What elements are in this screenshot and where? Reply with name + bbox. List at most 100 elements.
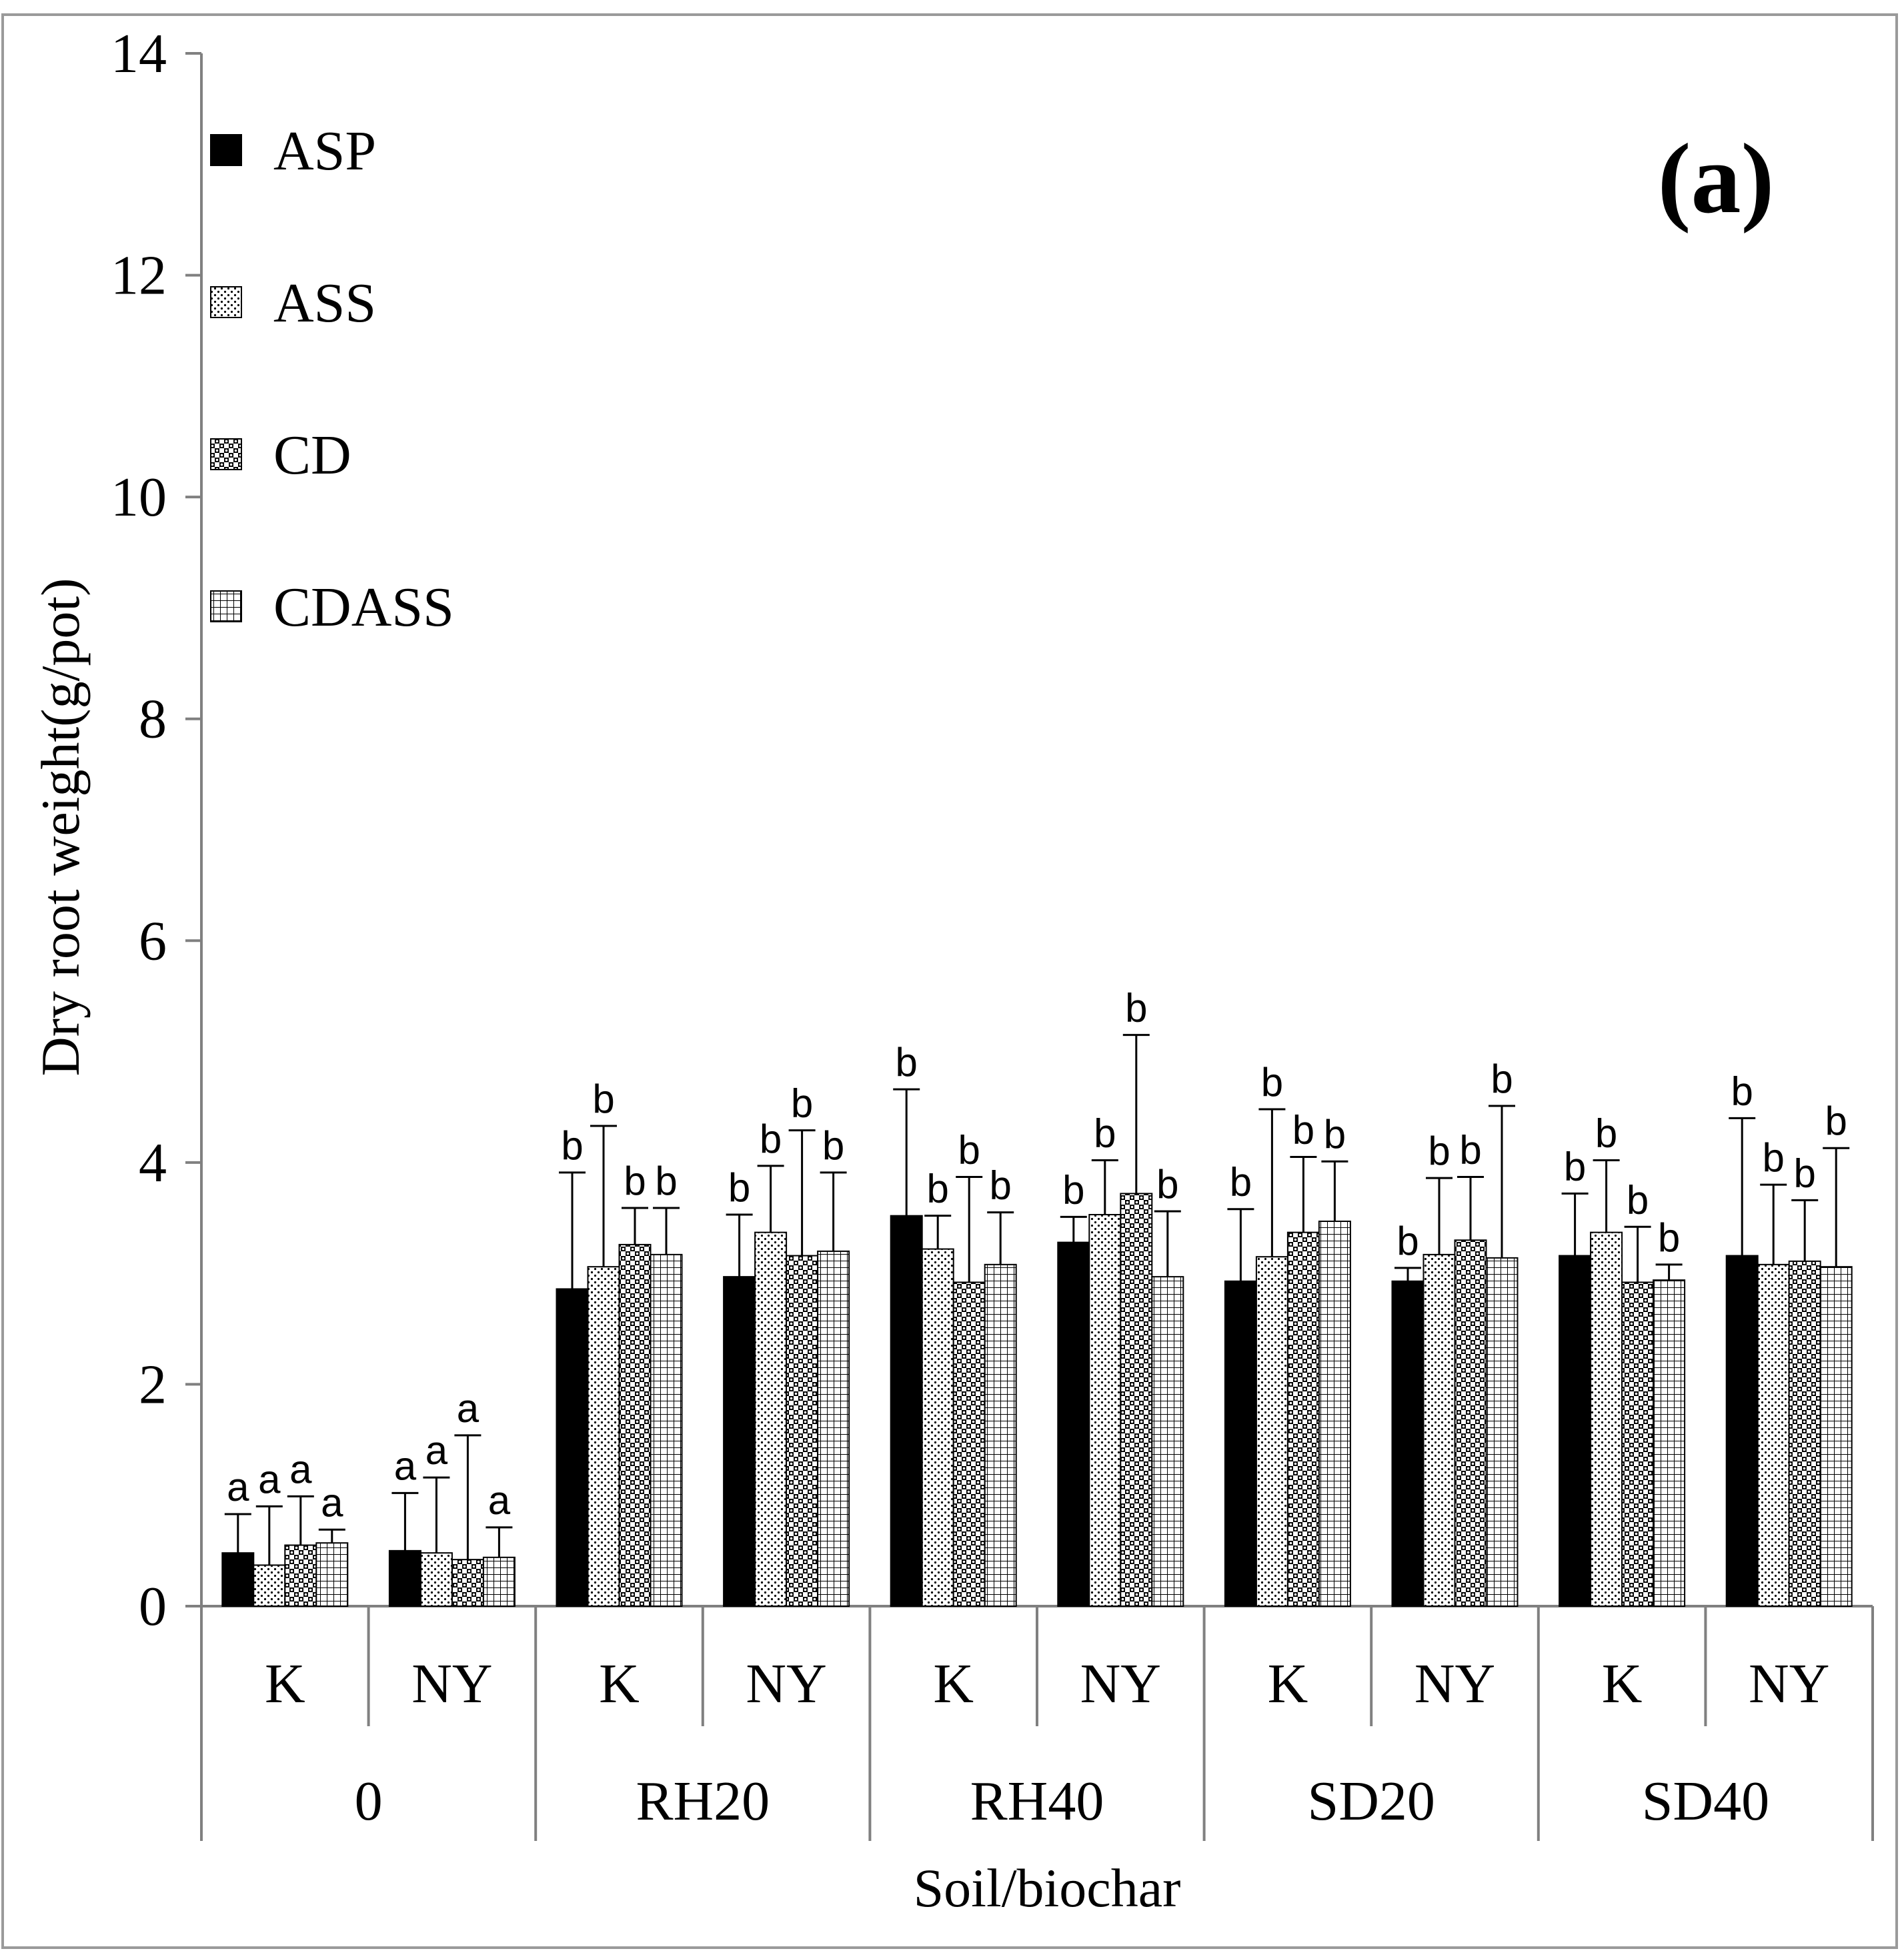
bar-cd bbox=[952, 1281, 986, 1607]
group-label: RH20 bbox=[636, 1770, 770, 1832]
significance-letter: a bbox=[488, 1478, 511, 1523]
significance-letter: b bbox=[1230, 1160, 1252, 1205]
bar-asp bbox=[221, 1552, 255, 1607]
legend-swatch-ass bbox=[210, 286, 242, 318]
group-label: SD20 bbox=[1308, 1770, 1435, 1832]
category-label: K bbox=[599, 1653, 640, 1715]
bar-cdass bbox=[482, 1556, 516, 1607]
bar-asp bbox=[556, 1288, 589, 1607]
significance-letter: b bbox=[990, 1163, 1012, 1208]
category-label: NY bbox=[1749, 1653, 1829, 1715]
bar-ass bbox=[754, 1231, 788, 1607]
significance-letter: b bbox=[1794, 1151, 1816, 1195]
significance-letter: b bbox=[1627, 1177, 1649, 1222]
y-tick-label: 2 bbox=[139, 1353, 167, 1415]
significance-letter: b bbox=[1094, 1111, 1116, 1156]
significance-letter: b bbox=[1292, 1108, 1314, 1153]
category-label: NY bbox=[1080, 1653, 1161, 1715]
bar-cdass bbox=[1318, 1220, 1351, 1607]
bar-cd bbox=[284, 1544, 317, 1607]
significance-letter: b bbox=[791, 1081, 813, 1126]
significance-letter: b bbox=[1763, 1135, 1785, 1180]
significance-letter: b bbox=[958, 1127, 980, 1172]
significance-letter: b bbox=[655, 1159, 677, 1203]
bar-cdass bbox=[817, 1250, 850, 1607]
significance-letter: a bbox=[258, 1457, 281, 1501]
y-tick-label: 12 bbox=[111, 245, 167, 307]
significance-letter: b bbox=[1396, 1219, 1418, 1263]
bar-cdass bbox=[650, 1253, 683, 1607]
category-label: K bbox=[1602, 1653, 1643, 1715]
y-tick-label: 6 bbox=[139, 910, 167, 972]
bar-cd bbox=[1286, 1231, 1320, 1607]
axes: 0 2 4 6 8 10 12 14 bbox=[111, 23, 1873, 1638]
legend-label: ASP bbox=[273, 120, 376, 182]
x-axis-title: Soil/biochar bbox=[914, 1858, 1181, 1918]
y-axis-title: Dry root weight(g/pot) bbox=[30, 578, 91, 1077]
bar-ass bbox=[921, 1248, 954, 1607]
significance-letter: b bbox=[760, 1117, 782, 1161]
bar-asp bbox=[1559, 1255, 1592, 1607]
bar-ass bbox=[1255, 1256, 1288, 1607]
significance-letter: a bbox=[394, 1443, 417, 1488]
significance-letter: a bbox=[227, 1465, 249, 1509]
y-tick-label: 8 bbox=[139, 688, 167, 750]
significance-letter: a bbox=[457, 1386, 480, 1431]
significance-letter: b bbox=[592, 1077, 614, 1121]
bar-cd bbox=[1788, 1260, 1821, 1607]
bar-cdass bbox=[1653, 1279, 1686, 1607]
bar-asp bbox=[388, 1549, 421, 1607]
significance-letter: b bbox=[561, 1123, 583, 1168]
category-label: K bbox=[933, 1653, 974, 1715]
bar-ass bbox=[587, 1266, 620, 1607]
bar-cd bbox=[1454, 1239, 1487, 1607]
bar-cdass bbox=[1819, 1266, 1853, 1607]
bar-asp bbox=[723, 1276, 756, 1607]
bar-ass bbox=[419, 1552, 453, 1607]
significance-letter: b bbox=[1428, 1129, 1450, 1173]
significance-letter: b bbox=[1459, 1127, 1481, 1172]
bar-cd bbox=[451, 1559, 484, 1607]
significance-letter: b bbox=[1825, 1099, 1847, 1143]
bar-cd bbox=[1621, 1281, 1655, 1607]
legend-label: ASS bbox=[273, 272, 376, 334]
panel-label: (a) bbox=[1658, 123, 1775, 234]
bar-cdass bbox=[315, 1542, 349, 1607]
bar-cd bbox=[618, 1243, 652, 1607]
bar-asp bbox=[890, 1215, 923, 1607]
group-label: 0 bbox=[355, 1770, 383, 1832]
y-tick-label: 4 bbox=[139, 1132, 167, 1194]
bar-cd bbox=[786, 1255, 819, 1607]
significance-letter: b bbox=[1062, 1167, 1084, 1212]
bar-cdass bbox=[1151, 1276, 1184, 1607]
significance-letter: b bbox=[896, 1040, 918, 1085]
bar-ass bbox=[1422, 1253, 1456, 1607]
significance-letter: b bbox=[1491, 1057, 1513, 1101]
bar-cdass bbox=[984, 1263, 1017, 1607]
significance-letter: b bbox=[1658, 1215, 1680, 1260]
error-bars bbox=[224, 1034, 1850, 1565]
bar-ass bbox=[1088, 1214, 1122, 1607]
significance-letter: a bbox=[321, 1480, 343, 1525]
significance-letter: a bbox=[289, 1447, 312, 1491]
bar-asp bbox=[1057, 1241, 1090, 1607]
significance-letter: b bbox=[1156, 1162, 1178, 1207]
significance-letter: b bbox=[1595, 1111, 1617, 1156]
legend-swatch-cdass bbox=[210, 590, 242, 622]
category-label: NY bbox=[1414, 1653, 1495, 1715]
significance-letter: b bbox=[624, 1159, 646, 1203]
bar-ass bbox=[253, 1564, 286, 1607]
legend-label: CDASS bbox=[273, 576, 454, 638]
category-label: K bbox=[1268, 1653, 1308, 1715]
significance-letter: b bbox=[1324, 1112, 1346, 1157]
significance-letter: b bbox=[728, 1165, 750, 1210]
bar-ass bbox=[1757, 1263, 1790, 1607]
category-label: NY bbox=[411, 1653, 492, 1715]
category-label: K bbox=[265, 1653, 305, 1715]
group-label: RH40 bbox=[970, 1770, 1104, 1832]
bar-ass bbox=[1590, 1231, 1623, 1607]
significance-letter: b bbox=[1564, 1144, 1586, 1189]
